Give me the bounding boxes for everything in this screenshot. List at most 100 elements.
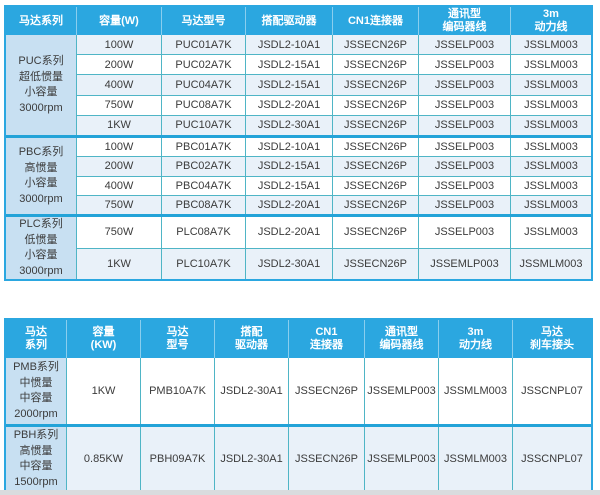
table-header-row: 马达系列 容量(W) 马达型号 搭配驱动器 CN1连接器 通讯型 编码器线 3m 动力线 bbox=[6, 7, 591, 35]
series-label-line: 高惯量 bbox=[19, 444, 53, 457]
series-label-line: 小容量 bbox=[24, 249, 58, 261]
series-label-line: PBH系列 bbox=[13, 429, 59, 441]
column-header: 马达系列 bbox=[6, 320, 67, 358]
column-header: 容量 (KW) bbox=[67, 320, 141, 358]
table-cell: JSSLM003 bbox=[524, 198, 578, 211]
table-cell: JSSECN26P bbox=[333, 95, 419, 115]
series-label-line: 小容量 bbox=[24, 177, 58, 189]
table-cell: PLC08A7K bbox=[162, 217, 246, 248]
column-header-text: 搭配驱动器 bbox=[261, 14, 317, 27]
table-cell: 100W bbox=[77, 35, 162, 55]
table-cell: JSSECN26P bbox=[333, 55, 419, 75]
column-header: 通讯型 编码器线 bbox=[365, 320, 439, 358]
table-cell: JSDL2-15A1 bbox=[246, 55, 333, 75]
series-cell: PBH系列 高惯量 中容量 1500rpm bbox=[6, 427, 67, 491]
column-header-text: 编码器线 bbox=[379, 339, 424, 351]
series-label-line: PLC系列 bbox=[19, 218, 63, 230]
table-cell: 1KW bbox=[77, 115, 162, 136]
table-cell: JSDL2-15A1 bbox=[246, 176, 333, 195]
table-cell: JSDL2-10A1 bbox=[246, 138, 333, 157]
series-label-line: 2000rpm bbox=[14, 407, 58, 420]
table-row: 750W PBC08A7K JSDL2-20A1 JSSECN26P JSSELP003… bbox=[77, 195, 591, 214]
table-cell: JSSLM003 bbox=[524, 79, 578, 91]
group-rows: 1KW PMB10A7K JSDL2-30A1 JSSECN26P JSSEMLP003… bbox=[67, 358, 591, 424]
table-cell: JSSECN26P bbox=[333, 35, 419, 55]
table-row: 400W PBC04A7K JSDL2-15A1 JSSECN26P JSSELP003… bbox=[77, 176, 591, 196]
table-row: 200W PUC02A7K JSDL2-15A1 JSSECN26P JSSELP003… bbox=[77, 55, 591, 76]
column-header-text: CN1 bbox=[315, 326, 338, 338]
table-cell: JSSECN26P bbox=[333, 248, 419, 279]
table-cell: JSSEMLP003 bbox=[365, 358, 439, 424]
table-cell: JSSMLM003 bbox=[519, 257, 583, 270]
table-cell: PUC08A7K bbox=[162, 95, 246, 115]
series-cell: PBC系列 高惯量 小容量 3000rpm bbox=[6, 138, 77, 214]
column-header: 通讯型 编码器线 bbox=[419, 7, 511, 35]
column-header-text: 马达 bbox=[166, 326, 189, 338]
table-cell: 200W bbox=[77, 157, 162, 176]
series-label-line: PMB系列 bbox=[13, 361, 59, 373]
column-header-text: 动力线 bbox=[534, 21, 568, 33]
table-cell: JSSELP003 bbox=[419, 35, 511, 55]
table-cell: 400W bbox=[77, 176, 162, 195]
table-cell: JSSECN26P bbox=[333, 75, 419, 95]
column-header-text: 刹车接头 bbox=[530, 339, 574, 351]
column-header-text: 通讯型 bbox=[385, 326, 418, 338]
column-header-text: CN1连接器 bbox=[347, 14, 403, 27]
column-header-text: 容量(W) bbox=[99, 14, 139, 27]
table-header-row: 马达 系列 容量 (KW) 马达 型号 搭配 驱动器 CN1 连接器 通讯型 编码器线 3m 动力线 马达刹… bbox=[6, 320, 591, 358]
table-cell: PUC04A7K bbox=[162, 75, 246, 95]
motor-spec-table-small-capacity: 马达系列 容量(W) 马达型号 搭配驱动器 CN1连接器 通讯型 编码器线 3m 动力线 PUC系… bbox=[4, 5, 593, 281]
column-header: 容量(W) bbox=[77, 7, 162, 35]
table-cell: 750W bbox=[77, 217, 162, 248]
series-label-line: 中容量 bbox=[19, 392, 53, 404]
table-cell: PUC02A7K bbox=[162, 55, 246, 75]
table-cell: JSSLM003 bbox=[524, 38, 578, 51]
table-cell: JSSEMLP003 bbox=[365, 427, 439, 491]
table-cell: JSSECN26P bbox=[333, 195, 419, 214]
cropped-next-section-edge bbox=[0, 490, 600, 495]
table-cell: JSSELP003 bbox=[419, 75, 511, 95]
column-header-text: 通讯型 bbox=[448, 8, 481, 20]
table-row: 750W PUC08A7K JSDL2-20A1 JSSECN26P JSSELP003… bbox=[77, 95, 591, 116]
table-cell: PBC02A7K bbox=[162, 157, 246, 176]
table-cell: JSSECN26P bbox=[333, 138, 419, 157]
table-cell: JSSMLM003 bbox=[439, 358, 513, 424]
table-row: 200W PBC02A7K JSDL2-15A1 JSSECN26P JSSELP003… bbox=[77, 157, 591, 177]
series-cell: PLC系列 低惯量 小容量 3000rpm bbox=[6, 217, 77, 279]
column-header-text: 连接器 bbox=[310, 339, 343, 351]
table-cell: JSDL2-20A1 bbox=[246, 195, 333, 214]
table-cell: JSDL2-15A1 bbox=[246, 75, 333, 95]
table-cell: JSSLM003 bbox=[524, 141, 578, 154]
table-cell: JSSELP003 bbox=[419, 157, 511, 176]
table-cell: JSSCNPL07 bbox=[521, 385, 583, 397]
column-header-text: 型号 bbox=[166, 339, 189, 351]
table-cell: PBH09A7K bbox=[141, 427, 215, 491]
table-cell: JSDL2-15A1 bbox=[246, 157, 333, 176]
table-cell: JSSMLM003 bbox=[439, 427, 513, 491]
series-label-line: 中惯量 bbox=[19, 376, 53, 389]
series-cell: PMB系列中惯量中容量 2000rpm bbox=[6, 358, 67, 424]
column-header-text: 马达 bbox=[25, 326, 47, 338]
series-label-line: 超低惯量 bbox=[19, 70, 63, 83]
table-cell: JSDL2-20A1 bbox=[246, 95, 333, 115]
motor-spec-table-medium-capacity: 马达 系列 容量 (KW) 马达 型号 搭配 驱动器 CN1 连接器 通讯型 编码器线 3m 动力线 马达刹… bbox=[4, 318, 593, 493]
column-header-text: 马达型号 bbox=[181, 14, 226, 27]
series-label-line: 中容量 bbox=[19, 460, 53, 472]
table-cell: JSSELP003 bbox=[419, 115, 511, 136]
group-rows: 100W PBC01A7K JSDL2-10A1 JSSECN26P JSSELP003… bbox=[77, 138, 591, 214]
table-cell: JSSLM003 bbox=[524, 160, 578, 173]
table-cell: JSDL2-30A1 bbox=[246, 115, 333, 136]
table-row: 750W PLC08A7K JSDL2-20A1 JSSECN26P JSSELP003… bbox=[77, 217, 591, 249]
table-row: 0.85KW PBH09A7K JSDL2-30A1 JSSECN26P JSSEMLP… bbox=[67, 427, 591, 491]
column-header-text: (KW) bbox=[90, 339, 117, 351]
table-cell: PUC10A7K bbox=[162, 115, 246, 136]
column-header: 3m 动力线 bbox=[511, 7, 591, 35]
column-header: CN1连接器 bbox=[333, 7, 419, 35]
table-cell: 100W bbox=[77, 138, 162, 157]
table-cell: JSSEMLP003 bbox=[419, 248, 511, 279]
table-cell: 750W bbox=[77, 195, 162, 214]
column-header-text: 马达系列 bbox=[19, 14, 63, 27]
table-cell: JSSELP003 bbox=[419, 217, 511, 248]
